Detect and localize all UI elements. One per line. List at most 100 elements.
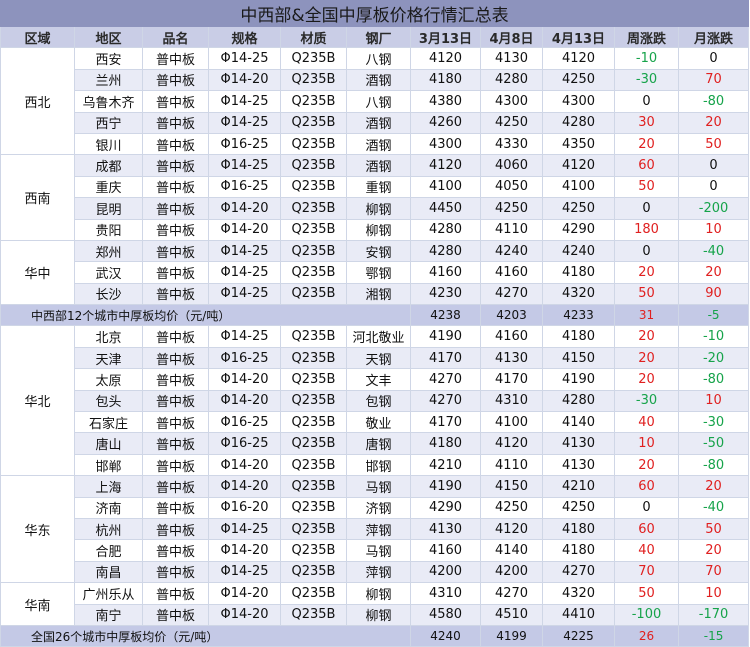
cell-material: Q235B <box>280 68 347 92</box>
cell-mill: 文丰 <box>346 368 411 391</box>
cell-mill: 天钢 <box>346 346 411 370</box>
cell-apr8: 4330 <box>480 132 543 156</box>
cell-spec: Φ14-25 <box>208 517 281 541</box>
cell-month: -30 <box>677 411 750 434</box>
cell-month: 20 <box>677 261 750 284</box>
cell-mar13: 4580 <box>410 603 481 626</box>
cell-month: 70 <box>677 68 750 92</box>
cell-week: -30 <box>614 389 679 413</box>
region-cell: 华东 <box>0 475 75 584</box>
average-month: -5 <box>677 304 750 327</box>
cell-mill: 包钢 <box>346 389 411 413</box>
cell-product: 普中板 <box>142 517 209 541</box>
cell-product: 普中板 <box>142 90 209 113</box>
cell-mar13: 4280 <box>410 239 481 263</box>
cell-apr13: 4120 <box>542 47 615 70</box>
cell-city: 上海 <box>74 475 143 498</box>
cell-mill: 敬业 <box>346 411 411 434</box>
table-row: 长沙 普中板 Φ14-25 Q235B 湘钢 4230 4270 4320 50 90 <box>1 282 750 306</box>
cell-mill: 马钢 <box>346 475 411 498</box>
cell-month: 0 <box>677 175 750 199</box>
cell-spec: Φ14-25 <box>208 560 281 584</box>
region-cell: 西南 <box>0 154 75 241</box>
cell-city: 南宁 <box>74 603 143 626</box>
cell-week: -30 <box>614 68 679 92</box>
cell-mar13: 4310 <box>410 582 481 605</box>
table-row: 天津 普中板 Φ16-25 Q235B 天钢 4170 4130 4150 20 -20 <box>1 346 750 370</box>
table-row: 包头 普中板 Φ14-20 Q235B 包钢 4270 4310 4280 -30 10 <box>1 389 750 413</box>
cell-apr8: 4110 <box>480 218 543 241</box>
cell-city: 银川 <box>74 132 143 156</box>
cell-product: 普中板 <box>142 346 209 370</box>
table-row: 南宁 普中板 Φ14-20 Q235B 柳钢 4580 4510 4410 -100 -170 <box>1 603 750 626</box>
cell-apr13: 4180 <box>542 517 615 541</box>
cell-month: -50 <box>677 432 750 455</box>
cell-product: 普中板 <box>142 603 209 626</box>
cell-month: 10 <box>677 389 750 413</box>
cell-city: 石家庄 <box>74 411 143 434</box>
cell-city: 乌鲁木齐 <box>74 90 143 113</box>
cell-mill: 济钢 <box>346 496 411 519</box>
cell-apr8: 4280 <box>480 68 543 92</box>
cell-city: 西宁 <box>74 111 143 134</box>
cell-apr8: 4120 <box>480 432 543 455</box>
cell-product: 普中板 <box>142 453 209 477</box>
cell-apr8: 4510 <box>480 603 543 626</box>
cell-city: 合肥 <box>74 539 143 562</box>
cell-mill: 八钢 <box>346 47 411 70</box>
cell-apr13: 4250 <box>542 197 615 220</box>
cell-week: 0 <box>614 496 679 519</box>
cell-mar13: 4160 <box>410 539 481 562</box>
table-row: 银川 普中板 Φ16-25 Q235B 酒钢 4300 4330 4350 20 50 <box>1 132 750 156</box>
cell-month: 0 <box>677 47 750 70</box>
header-week-change: 周涨跌 <box>614 25 679 49</box>
cell-spec: Φ14-20 <box>208 368 281 391</box>
cell-city: 邯郸 <box>74 453 143 477</box>
cell-month: -80 <box>677 90 750 113</box>
cell-material: Q235B <box>280 218 347 241</box>
cell-mill: 邯钢 <box>346 453 411 477</box>
cell-mill: 柳钢 <box>346 582 411 605</box>
cell-spec: Φ16-25 <box>208 411 281 434</box>
cell-mar13: 4100 <box>410 175 481 199</box>
cell-material: Q235B <box>280 368 347 391</box>
cell-apr13: 4140 <box>542 411 615 434</box>
cell-month: -200 <box>677 197 750 220</box>
average-apr8: 4199 <box>480 624 543 647</box>
cell-product: 普中板 <box>142 154 209 177</box>
average-label: 全国26个城市中厚板均价（元/吨） <box>0 624 411 647</box>
cell-mar13: 4180 <box>410 68 481 92</box>
cell-apr8: 4300 <box>480 90 543 113</box>
cell-material: Q235B <box>280 47 347 70</box>
cell-month: 10 <box>677 218 750 241</box>
table-row: 华中 郑州 普中板 Φ14-25 Q235B 安钢 4280 4240 4240 0 -40 <box>0 239 750 306</box>
cell-mill: 酒钢 <box>346 68 411 92</box>
cell-month: 10 <box>677 582 750 605</box>
table-row: 石家庄 普中板 Φ16-25 Q235B 敬业 4170 4100 4140 40 -30 <box>1 411 750 434</box>
table-row: 华南 广州乐从 普中板 Φ14-20 Q235B 柳钢 4310 4270 4320 50 10 <box>0 582 750 626</box>
cell-week: 60 <box>614 475 679 498</box>
cell-apr8: 4270 <box>480 582 543 605</box>
cell-mar13: 4270 <box>410 389 481 413</box>
cell-apr8: 4130 <box>480 346 543 370</box>
cell-apr8: 4270 <box>480 282 543 306</box>
cell-apr8: 4100 <box>480 411 543 434</box>
cell-material: Q235B <box>280 239 347 263</box>
cell-material: Q235B <box>280 175 347 199</box>
table-row: 济南 普中板 Φ16-20 Q235B 济钢 4290 4250 4250 0 -40 <box>1 496 750 519</box>
cell-city: 包头 <box>74 389 143 413</box>
cell-city: 贵阳 <box>74 218 143 241</box>
cell-apr13: 4180 <box>542 261 615 284</box>
cell-mill: 萍钢 <box>346 517 411 541</box>
cell-apr8: 4250 <box>480 111 543 134</box>
cell-mar13: 4190 <box>410 325 481 348</box>
cell-spec: Φ14-20 <box>208 197 281 220</box>
cell-month: -10 <box>677 325 750 348</box>
cell-apr13: 4180 <box>542 325 615 348</box>
cell-material: Q235B <box>280 261 347 284</box>
cell-product: 普中板 <box>142 432 209 455</box>
cell-mill: 重钢 <box>346 175 411 199</box>
cell-city: 北京 <box>74 325 143 348</box>
cell-mar13: 4290 <box>410 496 481 519</box>
cell-apr8: 4200 <box>480 560 543 584</box>
